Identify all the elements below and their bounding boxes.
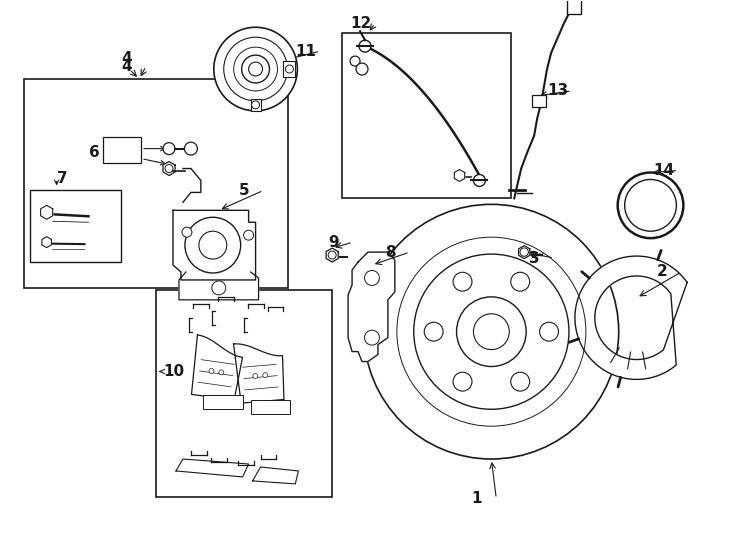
Circle shape: [185, 217, 241, 273]
Circle shape: [539, 322, 559, 341]
Text: 14: 14: [653, 163, 675, 178]
Text: 4: 4: [121, 51, 132, 66]
Text: 6: 6: [89, 145, 99, 160]
Text: 13: 13: [547, 83, 568, 98]
Bar: [283, 61, 295, 77]
Circle shape: [424, 322, 443, 341]
Circle shape: [359, 40, 371, 52]
Circle shape: [165, 165, 173, 172]
Bar: [342, 33, 512, 198]
Text: 4: 4: [121, 58, 132, 73]
Circle shape: [365, 271, 379, 286]
Circle shape: [163, 143, 175, 154]
Circle shape: [365, 330, 379, 345]
Circle shape: [182, 227, 192, 237]
Circle shape: [511, 272, 530, 291]
Circle shape: [199, 231, 227, 259]
Bar: [250, 400, 291, 414]
Polygon shape: [575, 256, 687, 380]
Circle shape: [214, 27, 297, 111]
Polygon shape: [40, 205, 53, 219]
Circle shape: [244, 230, 253, 240]
Circle shape: [233, 47, 277, 91]
Text: 1: 1: [471, 491, 482, 507]
Circle shape: [224, 37, 288, 101]
Circle shape: [457, 297, 526, 367]
Polygon shape: [42, 237, 51, 248]
Circle shape: [252, 374, 258, 379]
Polygon shape: [176, 459, 249, 477]
Circle shape: [350, 56, 360, 66]
Text: 10: 10: [163, 364, 184, 379]
Polygon shape: [348, 252, 395, 361]
Circle shape: [209, 368, 214, 374]
Circle shape: [249, 62, 263, 76]
Circle shape: [263, 373, 268, 377]
Circle shape: [473, 314, 509, 349]
Circle shape: [511, 372, 530, 391]
Circle shape: [618, 172, 683, 238]
Polygon shape: [252, 467, 298, 484]
Text: 2: 2: [656, 265, 667, 280]
Polygon shape: [179, 272, 258, 300]
Circle shape: [219, 370, 224, 375]
Bar: [532, 95, 546, 107]
Text: 5: 5: [239, 183, 250, 198]
Polygon shape: [326, 248, 338, 262]
Text: 12: 12: [350, 16, 371, 31]
Polygon shape: [192, 335, 242, 400]
Polygon shape: [454, 170, 465, 181]
Bar: [250, 99, 261, 111]
Circle shape: [356, 63, 368, 75]
Circle shape: [328, 251, 336, 259]
Bar: [103, 137, 141, 163]
Polygon shape: [519, 246, 530, 259]
Circle shape: [364, 204, 619, 459]
Text: 8: 8: [385, 245, 396, 260]
Circle shape: [286, 65, 294, 73]
Bar: [567, 0, 581, 15]
Polygon shape: [173, 210, 255, 280]
Circle shape: [241, 55, 269, 83]
Text: 9: 9: [328, 235, 339, 249]
Bar: [156, 290, 333, 497]
Circle shape: [184, 142, 197, 155]
Polygon shape: [163, 161, 175, 176]
Bar: [30, 191, 121, 262]
Text: 11: 11: [295, 44, 316, 59]
Circle shape: [212, 281, 226, 295]
Circle shape: [453, 372, 472, 391]
Circle shape: [414, 254, 569, 409]
Circle shape: [625, 179, 677, 231]
Circle shape: [252, 101, 260, 109]
Circle shape: [453, 272, 472, 291]
Circle shape: [520, 248, 528, 256]
Bar: [23, 79, 288, 288]
Circle shape: [473, 174, 485, 186]
Text: 3: 3: [529, 251, 539, 266]
Text: 7: 7: [57, 171, 68, 186]
Polygon shape: [233, 344, 284, 403]
Bar: [203, 395, 243, 409]
